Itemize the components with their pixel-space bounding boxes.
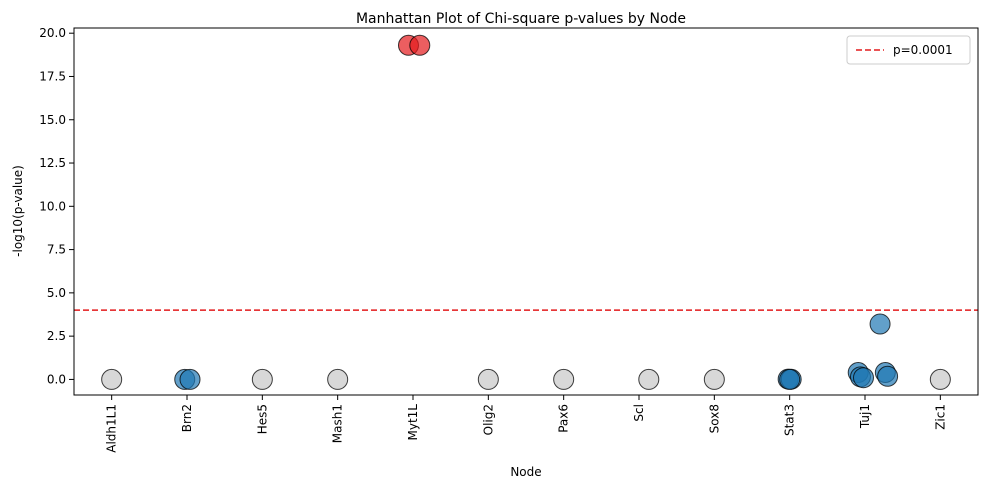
x-tick-label-zic1: Zic1 xyxy=(933,404,947,430)
data-point-myt1l-6 xyxy=(409,34,431,56)
x-tick-label-hes5: Hes5 xyxy=(255,404,269,434)
data-point-brn2-2 xyxy=(179,368,201,390)
x-tick-label-olig2: Olig2 xyxy=(481,404,495,435)
y-tick-label: 15.0 xyxy=(39,113,66,127)
y-tick-label: 12.5 xyxy=(39,156,66,170)
legend-threshold-label: p=0.0001 xyxy=(893,43,953,57)
y-tick-label: 5.0 xyxy=(47,286,66,300)
points-layer xyxy=(101,34,951,390)
y-axis: 0.0 2.5 5.0 7.5 10.0 12.5 15.0 17.5 20.0 xyxy=(39,26,74,386)
y-tick-label: 7.5 xyxy=(47,243,66,257)
data-point-tuj1-18 xyxy=(877,365,899,387)
x-axis-label: Node xyxy=(510,465,541,479)
x-tick-label-scl: Scl xyxy=(632,404,646,422)
data-point-stat3-13 xyxy=(779,368,801,390)
x-tick-label-sox8: Sox8 xyxy=(707,404,721,433)
plot-frame xyxy=(73,27,979,396)
y-tick-label: 17.5 xyxy=(39,69,66,83)
data-point-mash1-4 xyxy=(327,368,349,390)
data-point-tuj1-15 xyxy=(869,313,891,335)
legend: p=0.0001 xyxy=(846,35,971,65)
data-point-aldh1l1-0 xyxy=(101,368,123,390)
y-tick-label: 10.0 xyxy=(39,199,66,213)
x-tick-label-brn2: Brn2 xyxy=(180,404,194,432)
data-point-zic1-20 xyxy=(929,368,951,390)
y-tick-label: 20.0 xyxy=(39,26,66,40)
y-tick-label: 2.5 xyxy=(47,329,66,343)
x-tick-label-myt1l: Myt1L xyxy=(406,404,420,441)
chart-title: Manhattan Plot of Chi-square p-values by… xyxy=(356,11,686,27)
data-point-olig2-7 xyxy=(477,368,499,390)
x-tick-label-aldh1l1: Aldh1L1 xyxy=(105,404,119,453)
x-tick-label-tuj1: Tuj1 xyxy=(858,404,872,429)
legend-box xyxy=(846,35,971,65)
data-point-hes5-3 xyxy=(251,368,273,390)
y-axis-label: -log10(p-value) xyxy=(11,165,25,257)
x-axis: Aldh1L1 Brn2 Hes5 Mash1 Myt1L Olig2 Pax6 Scl Sox… xyxy=(105,395,947,453)
data-point-tuj1-19 xyxy=(852,367,874,389)
data-point-sox8-10 xyxy=(703,368,725,390)
x-tick-label-stat3: Stat3 xyxy=(783,404,797,436)
data-point-scl-9 xyxy=(638,368,660,390)
y-tick-label: 0.0 xyxy=(47,372,66,386)
x-tick-label-pax6: Pax6 xyxy=(557,404,571,433)
data-point-pax6-8 xyxy=(553,368,575,390)
x-tick-label-mash1: Mash1 xyxy=(331,404,345,443)
